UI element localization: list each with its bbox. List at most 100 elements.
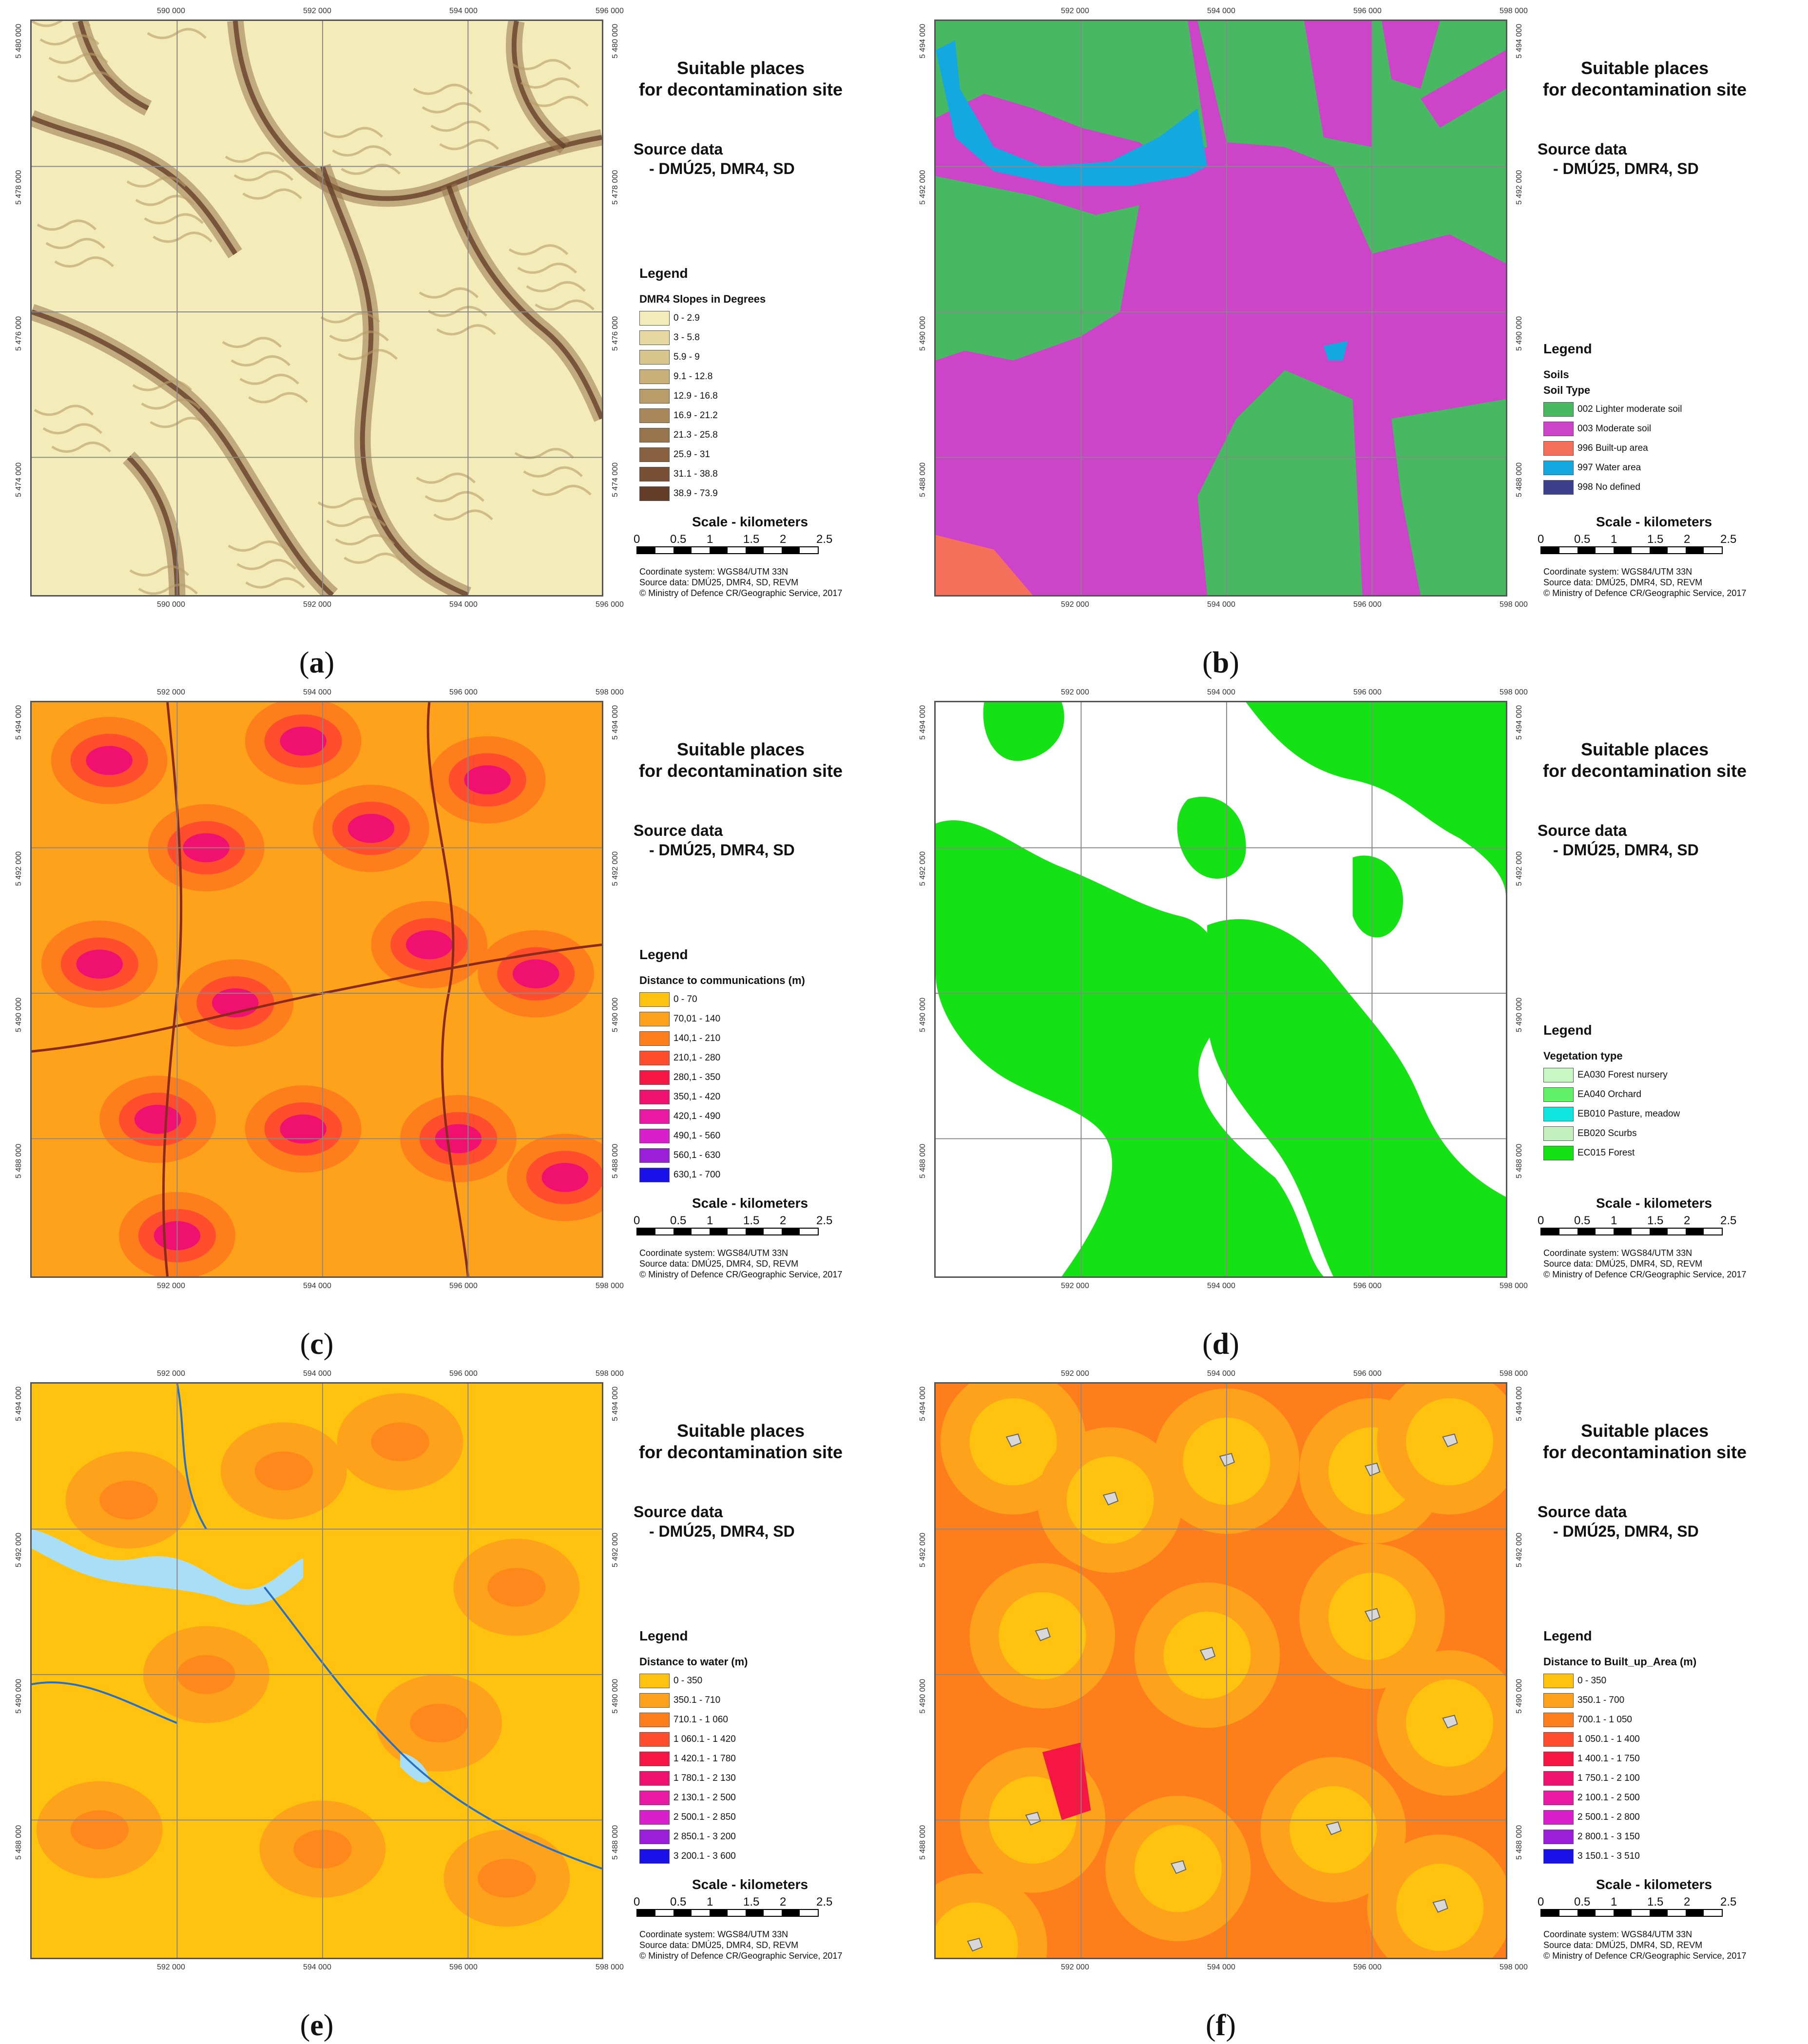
scale-tick: 1.5 <box>743 1895 760 1909</box>
legend-swatch <box>639 1849 670 1864</box>
legend-item: 560,1 - 630 <box>639 1146 805 1165</box>
source-heading: Source data <box>1538 1503 1627 1521</box>
legend-heading: Legend <box>1543 1628 1592 1643</box>
legend-item: 996 Built-up area <box>1543 439 1682 458</box>
x-tick-label: 594 000 <box>1207 1369 1235 1378</box>
legend-label: 998 No defined <box>1577 482 1640 492</box>
legend-label: 2 850.1 - 3 200 <box>673 1832 736 1842</box>
legend-label: 2 100.1 - 2 500 <box>1577 1793 1640 1803</box>
legend-label: 1 060.1 - 1 420 <box>673 1734 736 1744</box>
credit-line: © Ministry of Defence CR/Geographic Serv… <box>639 1951 843 1961</box>
scale-tick: 0.5 <box>670 1895 687 1909</box>
scale-tick: 1.5 <box>1647 1895 1664 1909</box>
legend-swatch <box>639 1012 670 1026</box>
x-tick-label: 598 000 <box>1500 7 1528 15</box>
map-credits: Coordinate system: WGS84/UTM 33N Source d… <box>639 566 842 598</box>
legend-item: 9.1 - 12.8 <box>639 367 766 386</box>
legend-item: 350.1 - 700 <box>1543 1691 1696 1710</box>
legend-item: 350.1 - 710 <box>639 1691 748 1710</box>
legend-label: 31.1 - 38.8 <box>673 469 718 479</box>
legend-item: 2 500.1 - 2 850 <box>639 1808 748 1827</box>
y-tick-label: 5 494 000 <box>611 705 619 740</box>
legend-swatch <box>639 1051 670 1065</box>
y-tick-label: 5 488 000 <box>15 1825 23 1860</box>
legend-label: 0 - 350 <box>1577 1676 1607 1686</box>
map-panel-f: 592 000 592 000 594 000 594 000 596 000 596 0… <box>904 1363 1808 2044</box>
legend-label: 2 500.1 - 2 850 <box>673 1812 736 1822</box>
map-title: Suitable places for decontamination site <box>1542 739 1747 781</box>
map-title: Suitable places for decontamination site <box>1542 1421 1747 1462</box>
legend-item: 2 800.1 - 3 150 <box>1543 1827 1696 1847</box>
legend-label: 1 420.1 - 1 780 <box>673 1754 736 1764</box>
credit-line: Source data: DMÚ25, DMR4, SD, REVM <box>639 1259 799 1269</box>
source-data: Source data - DMÚ25, DMR4, SD <box>1538 821 1699 860</box>
legend: Legend Distance to communications (m) 0 - … <box>639 947 805 1185</box>
y-tick-label: 5 478 000 <box>611 170 619 205</box>
panel-caption: (c) <box>300 1328 334 1361</box>
x-tick-label: 596 000 <box>449 1369 478 1378</box>
y-tick-label: 5 494 000 <box>1515 23 1523 58</box>
x-tick-label: 594 000 <box>303 688 331 696</box>
map-frame <box>934 701 1507 1278</box>
legend-label: EA030 Forest nursery <box>1577 1070 1668 1080</box>
x-tick-label: 594 000 <box>303 1963 331 1971</box>
legend-label: EC015 Forest <box>1577 1148 1635 1158</box>
x-tick-label: 592 000 <box>1061 1282 1089 1290</box>
legend-swatch <box>639 1771 670 1786</box>
scale-heading: Scale - kilometers <box>1596 514 1712 529</box>
y-tick-label: 5 492 000 <box>1515 1532 1523 1567</box>
legend: Legend Soils Soil Type 002 Lighter moderate… <box>1543 341 1682 497</box>
legend-label: 350,1 - 420 <box>673 1092 721 1102</box>
source-heading: Source data <box>1538 822 1627 839</box>
source-value: - DMÚ25, DMR4, SD <box>649 841 795 859</box>
source-heading: Source data <box>1538 140 1627 158</box>
legend-label: 3 200.1 - 3 600 <box>673 1851 736 1861</box>
map-frame <box>934 19 1507 597</box>
legend-swatch <box>639 1129 670 1143</box>
x-tick-label: 596 000 <box>1353 688 1382 696</box>
source-data: Source data - DMÚ25, DMR4, SD <box>1538 139 1699 178</box>
legend-label: 0 - 2.9 <box>673 313 700 323</box>
source-data: Source data - DMÚ25, DMR4, SD <box>1538 1502 1699 1541</box>
x-tick-label: 592 000 <box>157 1963 185 1971</box>
x-tick-label: 596 000 <box>1353 7 1382 15</box>
credit-line: Source data: DMÚ25, DMR4, SD, REVM <box>1543 1259 1703 1269</box>
map-panel-b: 592 000 592 000 594 000 594 000 596 000 596 0… <box>904 0 1808 681</box>
y-tick-label: 5 494 000 <box>1515 705 1523 740</box>
legend-item: 0 - 350 <box>639 1671 748 1691</box>
legend-item: 3 200.1 - 3 600 <box>639 1847 748 1866</box>
x-tick-label: 590 000 <box>157 600 185 609</box>
legend-item: EA040 Orchard <box>1543 1085 1680 1104</box>
y-tick-label: 5 490 000 <box>919 1678 927 1714</box>
scale-ticks: 0 0.5 1 1.5 2 2.5 <box>634 1895 832 1909</box>
x-tick-label: 598 000 <box>596 1282 624 1290</box>
legend-swatch <box>639 1674 670 1688</box>
map-panel-c: 592 000 592 000 594 000 594 000 596 000 596 0… <box>0 681 904 1363</box>
credit-line: Coordinate system: WGS84/UTM 33N <box>639 1929 789 1939</box>
legend-item: 3 150.1 - 3 510 <box>1543 1847 1696 1866</box>
y-tick-label: 5 490 000 <box>611 997 619 1032</box>
legend-label: 1 750.1 - 2 100 <box>1577 1773 1640 1783</box>
x-tick-label: 594 000 <box>1207 1282 1235 1290</box>
legend-label: 490,1 - 560 <box>673 1131 721 1141</box>
credit-line: Coordinate system: WGS84/UTM 33N <box>1543 1248 1693 1258</box>
map-title: Suitable places for decontamination site <box>638 739 843 781</box>
scale-heading: Scale - kilometers <box>692 1196 808 1211</box>
scale-bar: Scale - kilometers 0 0.5 1 1.5 2 2.5 <box>634 1196 832 1235</box>
panel-letter: e <box>310 2009 324 2042</box>
scale-tick: 1 <box>1611 1214 1617 1227</box>
map-raster <box>936 1384 1506 1958</box>
scale-segments <box>636 1909 819 1917</box>
legend: Legend DMR4 Slopes in Degrees 0 - 2.9 3 - 5… <box>639 266 766 503</box>
scale-tick: 2 <box>780 533 787 546</box>
map-raster <box>936 702 1506 1276</box>
legend-item: 3 - 5.8 <box>639 328 766 347</box>
y-tick-label: 5 488 000 <box>1515 1825 1523 1860</box>
legend-swatch <box>1543 1126 1574 1141</box>
map-raster <box>32 21 602 595</box>
map-credits: Coordinate system: WGS84/UTM 33N Source d… <box>1543 1248 1746 1280</box>
legend-swatch <box>1543 441 1574 456</box>
legend-title: Soils <box>1543 368 1569 381</box>
scale-segments <box>1540 1228 1723 1235</box>
y-tick-label: 5 490 000 <box>919 316 927 351</box>
